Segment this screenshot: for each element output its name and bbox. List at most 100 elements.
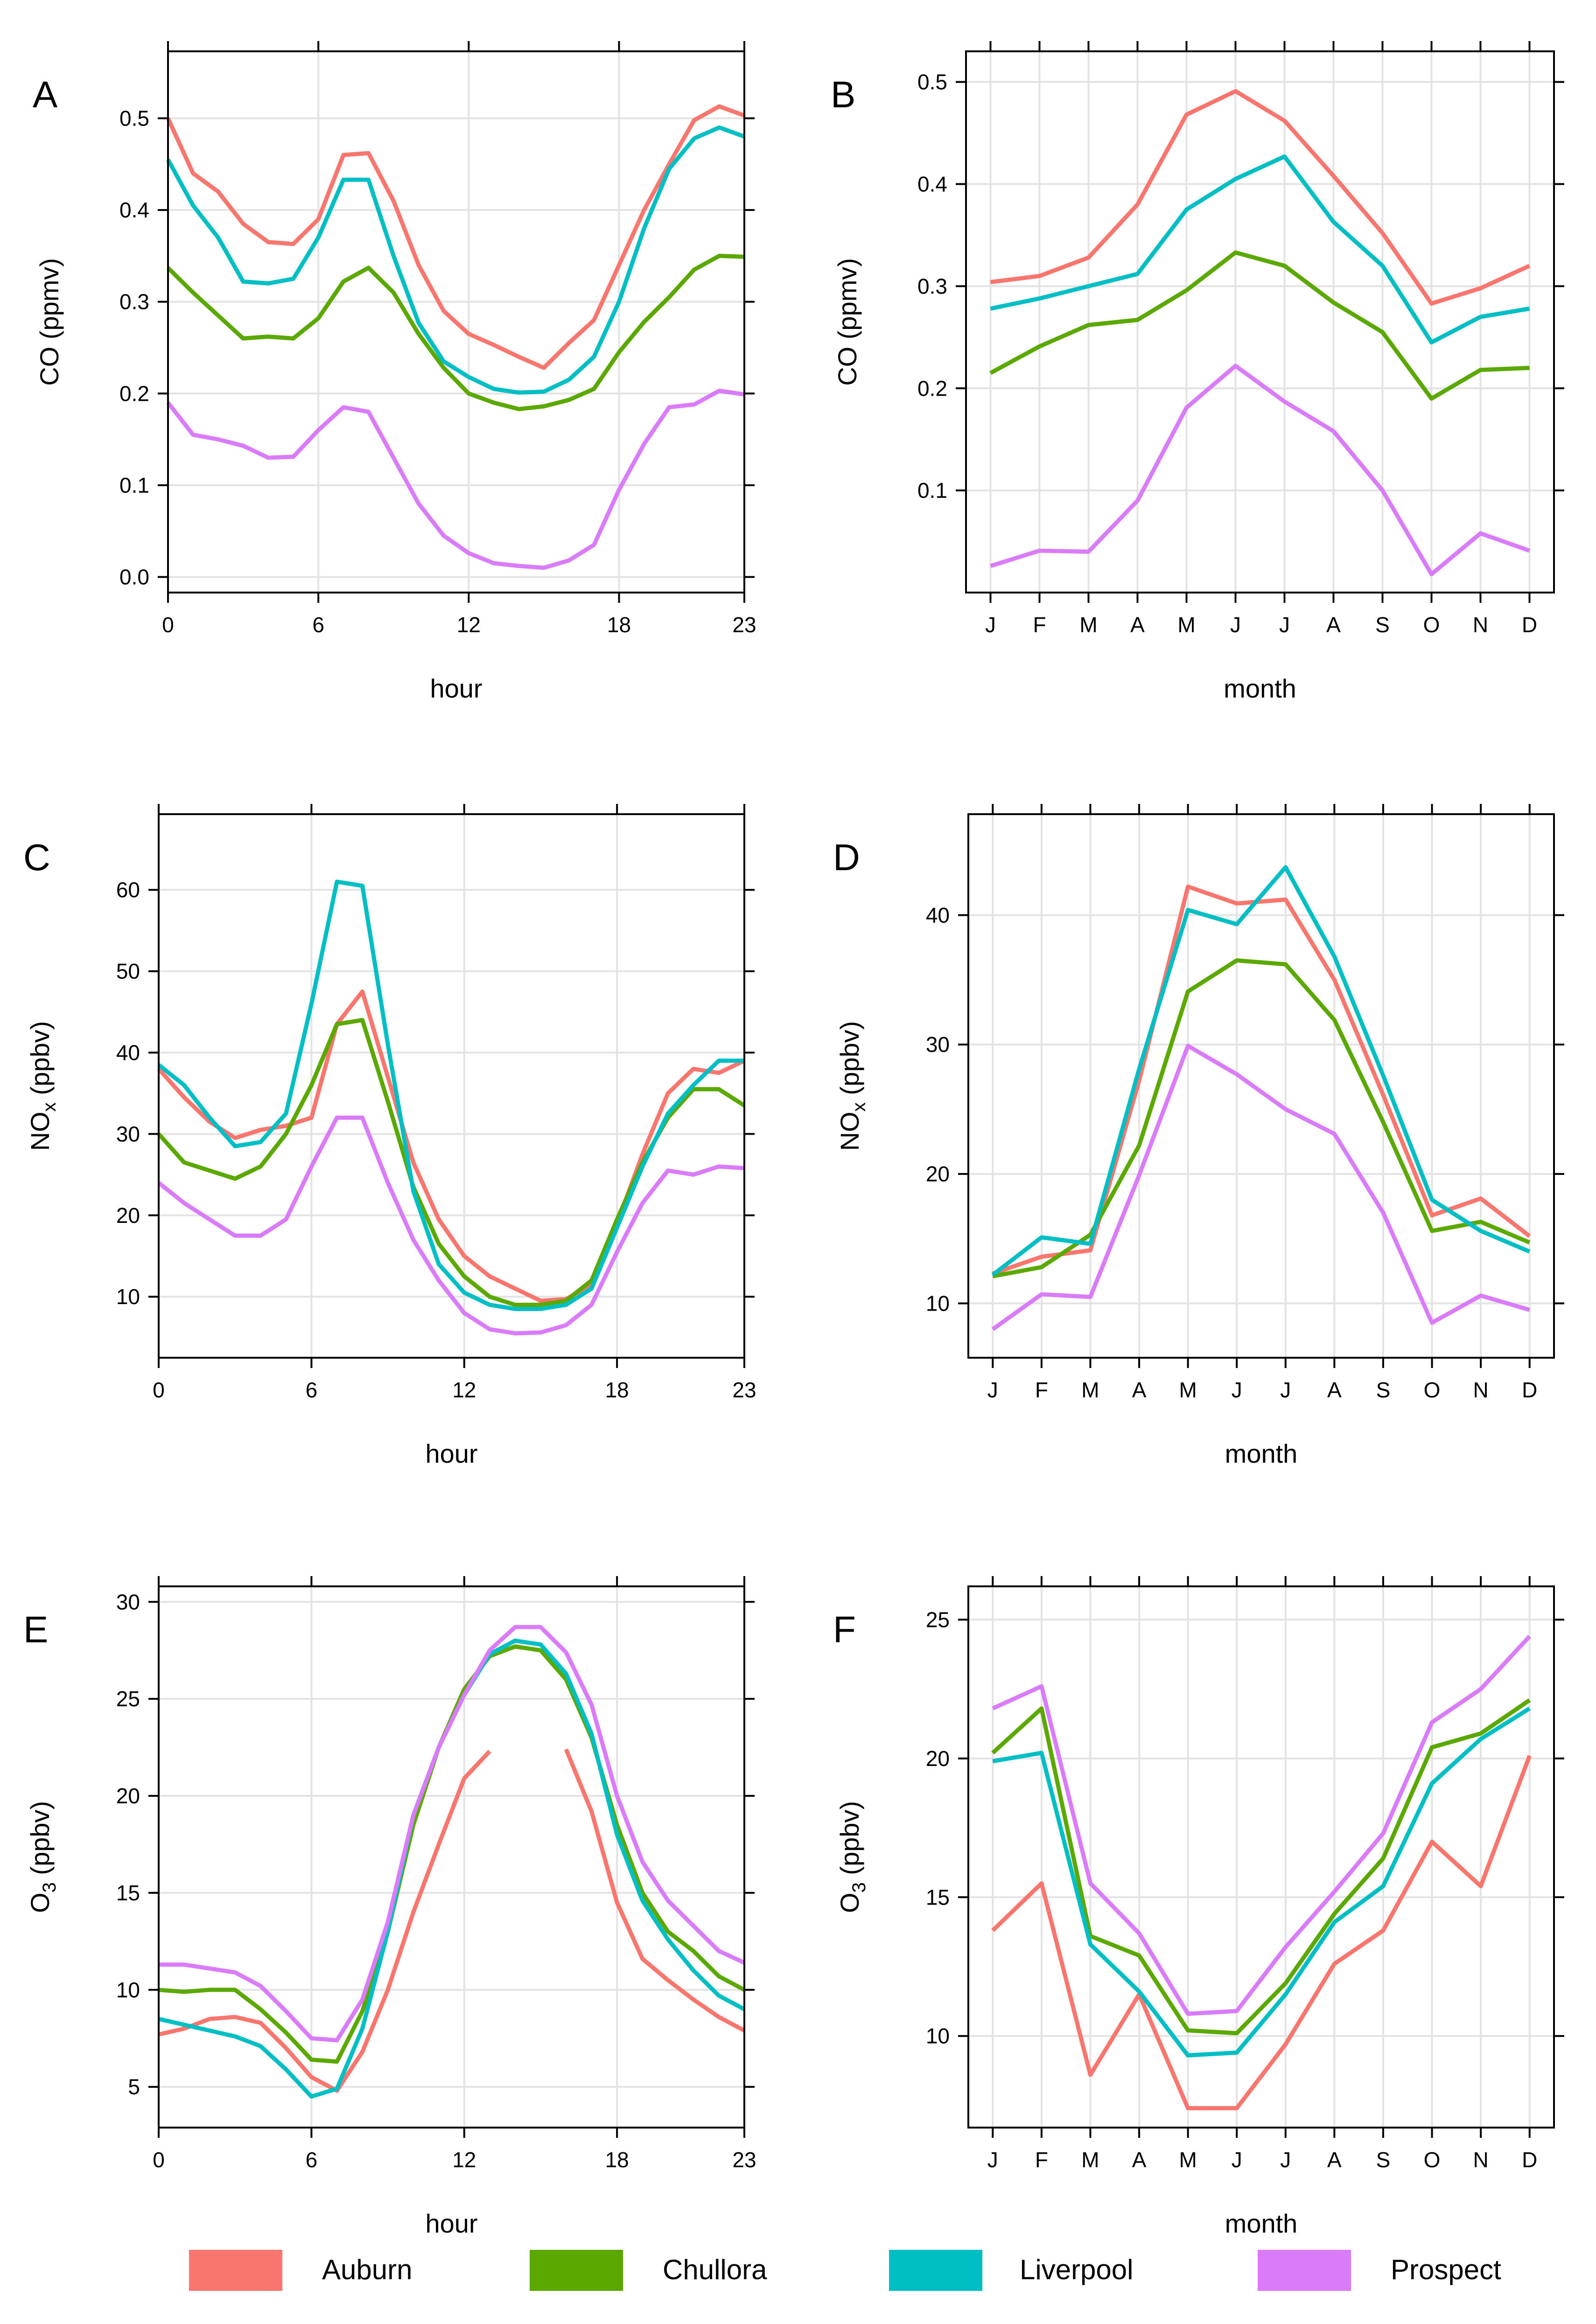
panel-d-y-title-unit: (ppbv)	[835, 1021, 864, 1102]
panel-c-ytick-label-30: 30	[116, 1122, 140, 1146]
panel-f-y-title: O3 (ppbv)	[835, 1801, 869, 1913]
panel-f-xtick-label-f: F	[1035, 2148, 1048, 2172]
panel-c-xtick-label-23: 23	[732, 1378, 756, 1402]
panel-c-series-chullora	[157, 1018, 746, 1307]
panel-a-y-title: CO (ppmv)	[35, 258, 64, 386]
panel-b-y-title-main: CO (ppmv)	[833, 258, 862, 386]
panel-e-y-title: O3 (ppbv)	[25, 1801, 60, 1913]
panel-f-xtick-label-o: O	[1424, 2148, 1441, 2172]
panel-a-x-title: hour	[430, 674, 482, 703]
panel-f-y-title-sub: 3	[849, 1882, 869, 1892]
panel-b-xtick-label-m: M	[1079, 613, 1097, 637]
panel-b-frame	[965, 50, 1555, 593]
panel-f-xtick-label-a: A	[1327, 2148, 1342, 2172]
panel-b-xtick-label-j: J	[1230, 613, 1241, 637]
legend-label-prospect: Prospect	[1391, 2254, 1501, 2285]
panel-b-ytick-label-0-1: 0.1	[917, 478, 947, 502]
panel-e-ytick-label-5: 5	[128, 2075, 140, 2099]
panel-b-xtick-label-j: J	[985, 613, 996, 637]
panel-e-series-liverpool	[158, 1638, 746, 2099]
panel-b-xtick-label-s: S	[1375, 613, 1390, 637]
panel-d-xtick-label-n: N	[1473, 1378, 1489, 1402]
panel-a-ytick-label-0-0: 0.0	[119, 565, 149, 589]
legend: Auburn Chullora Liverpool Prospect	[189, 2250, 1501, 2291]
panel-d-xtick-label-a: A	[1327, 1378, 1342, 1402]
panel-b-xtick-label-a: A	[1326, 613, 1341, 637]
panel-f-xtick-label-a: A	[1132, 2148, 1147, 2172]
panel-b-xtick-label-f: F	[1033, 613, 1046, 637]
panel-c-series-liverpool	[157, 879, 744, 1311]
panel-d-series-liverpool	[991, 865, 1531, 1277]
panel-f-ytick-label-10: 10	[926, 2024, 950, 2048]
panel-b-xtick-label-o: O	[1423, 613, 1440, 637]
panel-b-series-liverpool	[990, 154, 1530, 345]
panel-d-xtick-label-f: F	[1035, 1378, 1048, 1402]
panel-b-ytick-label-0-2: 0.2	[917, 376, 947, 400]
panel-d-xtick-label-j: J	[987, 1378, 998, 1402]
panel-a-ytick-label-0-5: 0.5	[119, 106, 149, 131]
panel-e-letter: E	[23, 1609, 48, 1650]
panel-c-x-title: hour	[425, 1439, 477, 1468]
panel-a-series-prospect	[166, 389, 745, 570]
panel-f-ytick-label-25: 25	[926, 1607, 950, 1632]
panel-c-y-title: NOx (ppbv)	[25, 1021, 60, 1151]
panel-e-series-prospect	[159, 1625, 745, 2043]
panel-a-series-auburn	[166, 104, 745, 370]
panel-b-letter: B	[831, 74, 855, 115]
panel-f-y-title-unit: (ppbv)	[835, 1801, 864, 1882]
panel-e-ytick-label-25: 25	[116, 1687, 140, 1711]
panel-a-y-title-main: CO (ppmv)	[35, 258, 64, 386]
panel-a-ytick-label-0-3: 0.3	[119, 290, 149, 314]
panel-f-xtick-label-s: S	[1376, 2148, 1391, 2172]
panel-c-ytick-label-60: 60	[116, 878, 140, 902]
panel-e-series-chullora	[158, 1644, 746, 2064]
panel-c-y-title-main: NO	[25, 1112, 55, 1151]
panel-d-xtick-label-o: O	[1424, 1378, 1441, 1402]
panel-f-ytick-label-15: 15	[926, 1885, 950, 1909]
panel-f-ytick-label-20: 20	[926, 1746, 950, 1771]
panel-d-series-prospect	[991, 1044, 1530, 1331]
panel-b-series-chullora	[989, 250, 1530, 401]
panel-e-ytick-label-15: 15	[116, 1881, 140, 1905]
panel-c-series-prospect	[157, 1116, 745, 1336]
panel-a-xtick-label-12: 12	[457, 613, 481, 637]
panel-c-ytick-label-50: 50	[116, 959, 140, 984]
panel-a-xtick-label-0: 0	[162, 613, 174, 637]
panel-c-series-auburn	[157, 989, 745, 1303]
panel-f-frame	[967, 1585, 1555, 2129]
panel-c-xtick-label-18: 18	[605, 1378, 629, 1402]
panel-f-series-chullora	[991, 1698, 1531, 2036]
panel-e-ytick-label-20: 20	[116, 1784, 140, 1808]
panel-d-frame	[967, 813, 1555, 1359]
panel-d-xtick-label-s: S	[1376, 1378, 1391, 1402]
panel-f-series-prospect	[992, 1635, 1532, 2016]
panel-a-xtick-label-6: 6	[312, 613, 324, 637]
panel-b-xtick-label-n: N	[1473, 613, 1488, 637]
panel-b-series-prospect	[990, 363, 1531, 577]
panel-b-ytick-label-0-4: 0.4	[917, 172, 947, 196]
panel-d-ytick-label-30: 30	[926, 1033, 950, 1057]
legend-label-auburn: Auburn	[322, 2254, 412, 2285]
panel-d-xtick-label-m: M	[1081, 1378, 1099, 1402]
panel-b-ytick-label-0-3: 0.3	[917, 274, 947, 298]
panel-d-xtick-label-j: J	[1232, 1378, 1242, 1402]
legend-label-chullora: Chullora	[663, 2254, 767, 2285]
panel-b-xtick-label-a: A	[1130, 613, 1145, 637]
panel-a-xtick-label-23: 23	[732, 613, 756, 637]
panel-d-y-title-main: NO	[835, 1112, 864, 1151]
panel-f-xtick-label-m: M	[1081, 2148, 1099, 2172]
panel-e-frame	[158, 1585, 745, 2129]
panel-c-xtick-label-12: 12	[452, 1378, 476, 1402]
panel-b-xtick-label-j: J	[1279, 613, 1290, 637]
panel-e-ytick-label-30: 30	[116, 1590, 140, 1614]
panel-a-letter: A	[33, 74, 58, 115]
panel-f-letter: F	[833, 1609, 856, 1650]
panel-e-series-auburn	[158, 1748, 746, 2093]
legend-swatch-prospect	[1258, 2250, 1351, 2291]
